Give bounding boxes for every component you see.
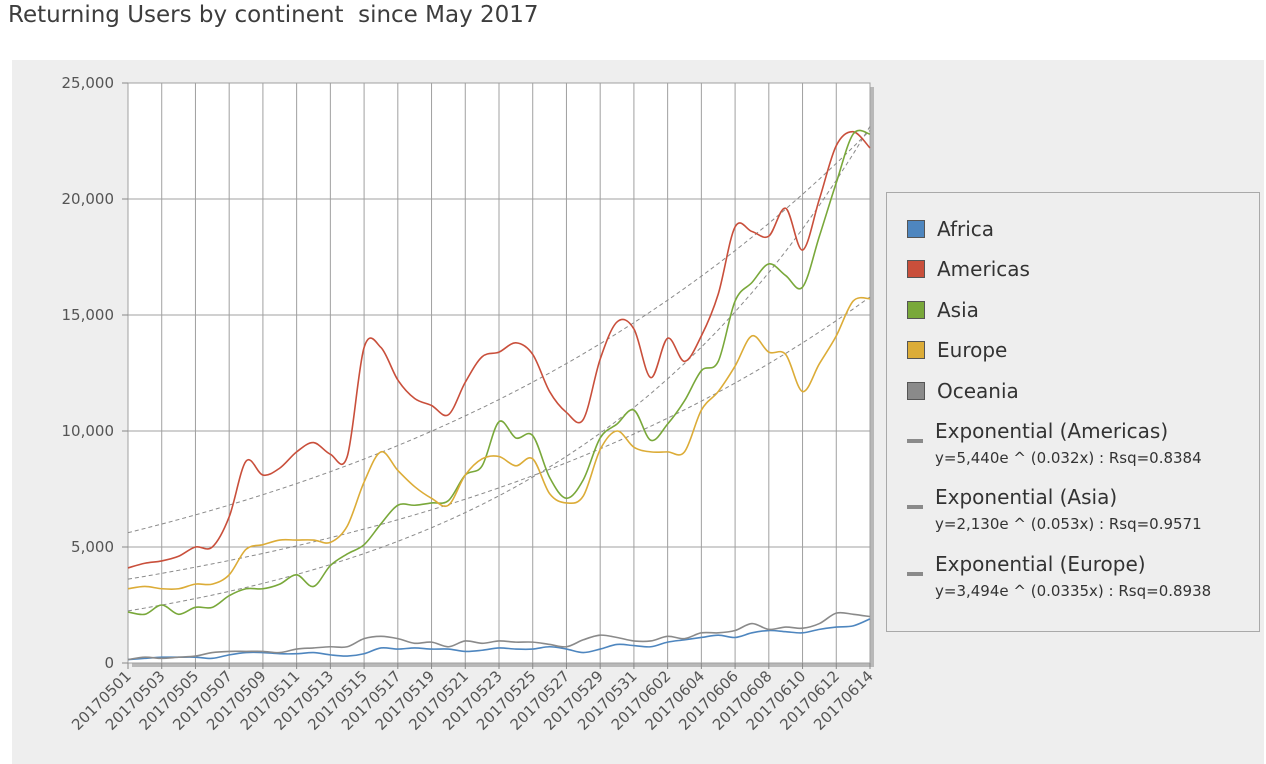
y-tick-label: 15,000 [62,306,115,324]
y-tick-label: 25,000 [62,74,115,92]
series-line-oceania [127,611,871,661]
series-line-africa [127,618,871,661]
legend-item-europe[interactable]: Europe [907,338,1007,362]
series-line-europe [127,296,871,591]
trend-label-americas: Exponential (Americas) [935,419,1169,443]
trendlines [127,126,871,612]
legend-label-americas: Americas [937,257,1030,281]
legend-swatch-oceania [907,382,925,400]
trend-dash-icon [907,572,923,576]
legend-item-africa[interactable]: Africa [907,217,994,241]
legend-item-oceania[interactable]: Oceania [907,379,1019,403]
series-line-americas [127,130,871,569]
legend-swatch-asia [907,301,925,319]
trendline-exponential-asia- [127,126,871,612]
legend-label-asia: Asia [937,298,979,322]
trend-equation-asia: y=2,130e ^ (0.053x) : Rsq=0.9571 [935,515,1202,533]
legend-item-americas[interactable]: Americas [907,257,1030,281]
legend-item-asia[interactable]: Asia [907,298,979,322]
legend-swatch-americas [907,260,925,278]
legend-label-europe: Europe [937,338,1008,362]
trend-equation-europe: y=3,494e ^ (0.0335x) : Rsq=0.8938 [935,582,1212,600]
series-lines [127,129,871,661]
y-axis-ticks: 0 5,000 10,000 15,000 20,000 25,000 [62,74,128,672]
trend-dash-icon [907,439,923,443]
x-axis-ticks: 2017050120170503201705052017050720170509… [68,663,877,734]
legend-swatch-africa [907,220,925,238]
trend-label-europe: Exponential (Europe) [935,552,1146,576]
trendline-exponential-europe- [127,296,871,580]
chart-title: Returning Users by continent since May 2… [8,2,539,28]
y-tick-label: 20,000 [62,190,115,208]
legend-swatch-europe [907,341,925,359]
grid-lines [127,82,874,667]
legend-label-oceania: Oceania [937,379,1019,403]
y-tick-label: 10,000 [62,422,115,440]
trend-dash-icon [907,505,923,509]
y-tick-label: 5,000 [71,538,114,556]
y-tick-label: 0 [104,654,114,672]
trendline-exponential-americas- [127,129,871,534]
legend-label-africa: Africa [937,217,995,241]
trend-equation-americas: y=5,440e ^ (0.032x) : Rsq=0.8384 [935,449,1202,467]
legend: Africa Americas Asia Europe Oceania Expo… [886,192,1260,632]
series-line-asia [127,129,871,616]
trend-label-asia: Exponential (Asia) [935,485,1118,509]
